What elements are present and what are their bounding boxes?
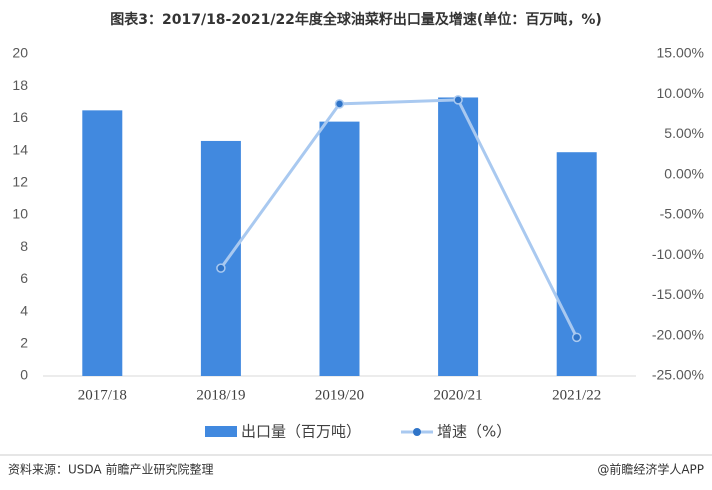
chart-title: 图表3：2017/18-2021/22年度全球油菜籽出口量及增速(单位：百万吨，… [110,11,602,28]
y-tick-label: 14 [12,141,28,157]
y2-tick-label: 0.00% [664,165,704,181]
bar [438,97,479,376]
y-tick-label: 16 [12,109,28,125]
legend-swatch [205,426,237,437]
y2-tick-label: -5.00% [660,206,704,222]
y-tick-label: 8 [20,238,28,254]
bar [319,121,360,377]
y-tick-label: 0 [20,367,28,383]
line-marker [216,263,226,273]
bar [556,152,597,376]
y2-tick-label: -25.00% [652,367,704,383]
y2-tick-label: -15.00% [652,286,704,302]
y2-tick-label: 5.00% [664,125,704,141]
x-tick-label: 2018/19 [196,387,245,403]
y2-tick-label: -20.00% [652,326,704,342]
y2-tick-label: 15.00% [657,45,704,61]
y-tick-label: 12 [12,174,28,190]
line-marker [453,95,463,105]
x-tick-label: 2021/22 [552,387,601,403]
y-tick-label: 2 [20,335,28,351]
x-tick-label: 2019/20 [315,387,364,403]
y2-tick-label: 10.00% [657,85,704,101]
legend-label: 增速（%） [437,423,511,441]
y-tick-label: 10 [12,206,28,222]
y-tick-label: 18 [12,77,28,93]
x-tick-label: 2020/21 [434,387,483,403]
bar [82,110,123,376]
y2-tick-label: -10.00% [652,246,704,262]
legend-label: 出口量（百万吨） [241,423,361,441]
line-marker [571,332,582,343]
credit: @前瞻经济学人APP [597,462,704,477]
bar [200,140,241,376]
y-tick-label: 4 [20,302,28,318]
line [219,98,579,339]
legend-swatch [413,428,422,436]
y-tick-label: 20 [12,45,28,61]
x-tick-label: 2017/18 [78,387,127,403]
y-tick-label: 6 [20,270,28,286]
line-marker [334,99,345,109]
source: 资料来源：USDA 前瞻产业研究院整理 [8,462,213,477]
